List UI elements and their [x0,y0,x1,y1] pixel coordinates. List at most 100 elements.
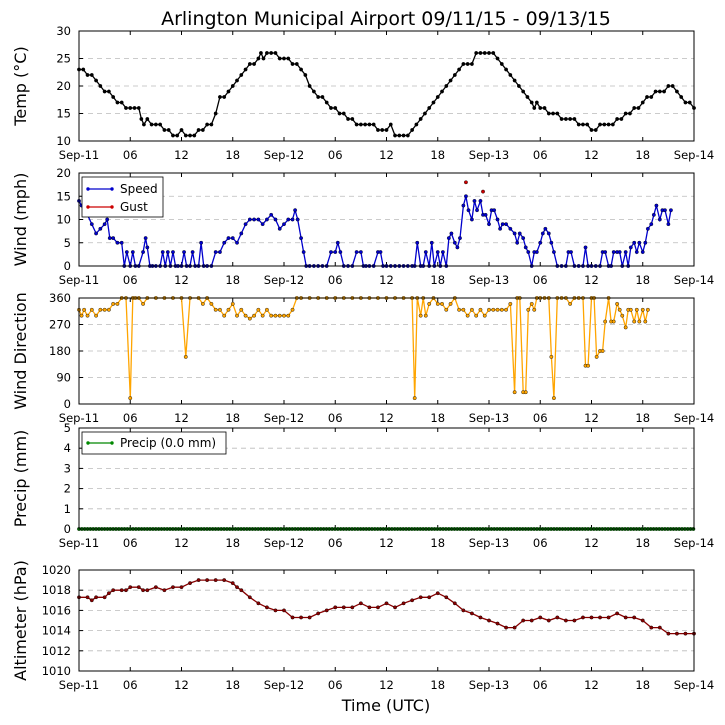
data-point [341,111,346,116]
data-point [256,601,261,606]
data-point [190,250,195,254]
data-point [277,56,282,61]
data-point [512,231,517,236]
data-point [521,618,526,623]
data-point [188,133,192,138]
data-point [427,595,432,600]
data-point [440,250,445,254]
data-point [218,95,222,99]
data-point [487,222,491,227]
data-point [378,250,383,254]
data-point [273,51,278,55]
data-point [623,250,628,254]
data-point [461,62,466,66]
data-point [666,631,671,636]
plot-frame [78,427,695,530]
data-point [235,78,239,83]
panel-wind: 0 5 10 15 20 Sep-11 06 12 18 Sep-12 06 12 18 Sep-13 06… [11,166,714,287]
y-tick-label: 270 [49,318,71,332]
data-point [534,100,539,105]
data-point [598,615,602,620]
data-point [538,240,543,245]
data-point [568,117,573,121]
data-point [640,100,645,105]
data-point [128,106,133,110]
data-point [640,250,645,254]
data-point [358,601,363,606]
data-point [371,122,376,127]
data-point [452,601,457,606]
data-point [119,100,124,105]
data-point [171,585,175,590]
data-point [481,189,485,194]
data-point [333,250,338,254]
y-tick-label: 15 [56,189,71,203]
x-tick-label: 06 [533,148,548,162]
data-point [165,250,170,254]
data-point [230,236,235,241]
data-point [440,301,444,306]
data-point [335,240,340,245]
data-point [265,217,269,222]
data-point [628,111,632,116]
x-tick-label: Sep-13 [469,536,509,550]
data-point [316,95,321,99]
y-tick-label: 5 [64,421,71,435]
data-point [427,301,432,306]
data-point [418,117,423,121]
data-point [367,122,372,127]
data-point [213,307,218,312]
data-point [563,117,568,121]
data-point [412,396,417,401]
data-point [85,313,90,318]
data-point [153,585,158,590]
data-point [282,56,286,61]
data-point [136,106,141,110]
data-point [623,325,628,330]
x-tick-label: Sep-11 [59,536,99,550]
data-point [205,578,210,582]
data-point [491,51,496,55]
data-point [106,89,111,94]
x-tick-label: 12 [174,678,189,692]
data-point [525,95,530,99]
data-point [85,73,90,77]
data-point [529,618,534,623]
data-point [145,588,150,593]
data-point [81,67,86,72]
x-tick-label: 12 [584,411,599,425]
data-point [487,51,491,55]
data-point [188,581,192,586]
data-point [495,56,500,61]
data-point [457,307,462,312]
data-point [555,615,560,620]
data-point [640,307,645,312]
x-tick-label: 18 [635,411,650,425]
data-point [683,631,688,636]
legend: Precip (0.0 mm) [81,431,227,455]
data-point [307,615,312,620]
data-point [666,222,671,227]
data-point [572,618,577,623]
data-point [307,84,312,88]
data-point [230,581,235,586]
data-point [546,231,551,236]
plot-frame [78,30,695,142]
data-point [145,117,150,121]
x-tick-label: Sep-14 [674,411,714,425]
data-point [461,608,466,613]
data-point [470,62,474,66]
data-point [256,217,261,222]
x-tick-label: Sep-11 [59,411,99,425]
y-tick-label: 1014 [42,624,71,638]
data-point [350,117,355,121]
y-axis-label: Wind Direction [11,292,30,410]
data-point [94,78,98,83]
data-point [675,631,679,636]
data-point [265,51,269,55]
data-point [478,198,483,203]
data-point [628,245,633,250]
y-tick-label: 180 [49,344,71,358]
data-point [569,250,573,254]
